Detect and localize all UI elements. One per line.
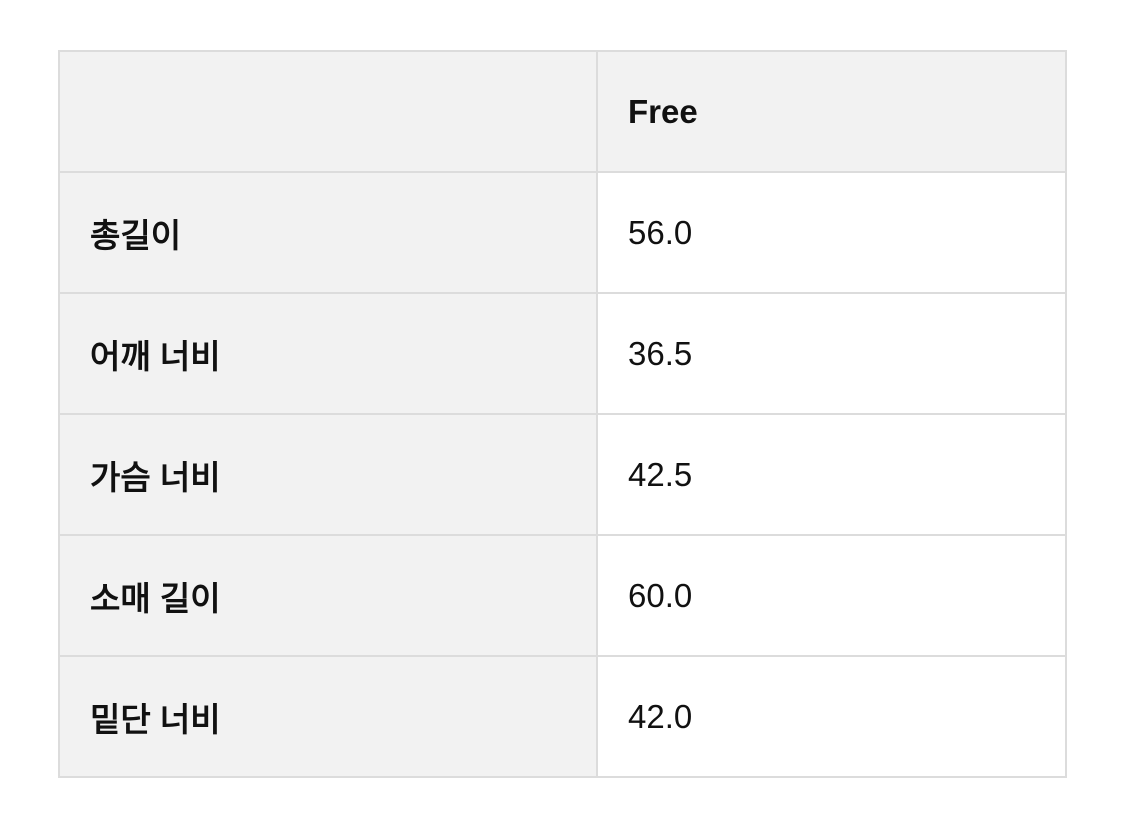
- table-row: 총길이 56.0: [58, 171, 1067, 294]
- table-header-row: Free: [58, 50, 1067, 173]
- row-label: 어깨 너비: [58, 292, 598, 415]
- row-label: 소매 길이: [58, 534, 598, 657]
- table-row: 소매 길이 60.0: [58, 534, 1067, 657]
- row-label: 밑단 너비: [58, 655, 598, 778]
- row-value: 60.0: [596, 534, 1067, 657]
- table-row: 밑단 너비 42.0: [58, 655, 1067, 778]
- row-value: 42.0: [596, 655, 1067, 778]
- row-label: 총길이: [58, 171, 598, 294]
- header-empty-cell: [58, 50, 598, 173]
- row-label: 가슴 너비: [58, 413, 598, 536]
- size-table: Free 총길이 56.0 어깨 너비 36.5 가슴 너비 42.5 소매 길…: [58, 50, 1067, 778]
- header-size-free: Free: [596, 50, 1067, 173]
- row-value: 36.5: [596, 292, 1067, 415]
- row-value: 56.0: [596, 171, 1067, 294]
- table-row: 가슴 너비 42.5: [58, 413, 1067, 536]
- row-value: 42.5: [596, 413, 1067, 536]
- table-row: 어깨 너비 36.5: [58, 292, 1067, 415]
